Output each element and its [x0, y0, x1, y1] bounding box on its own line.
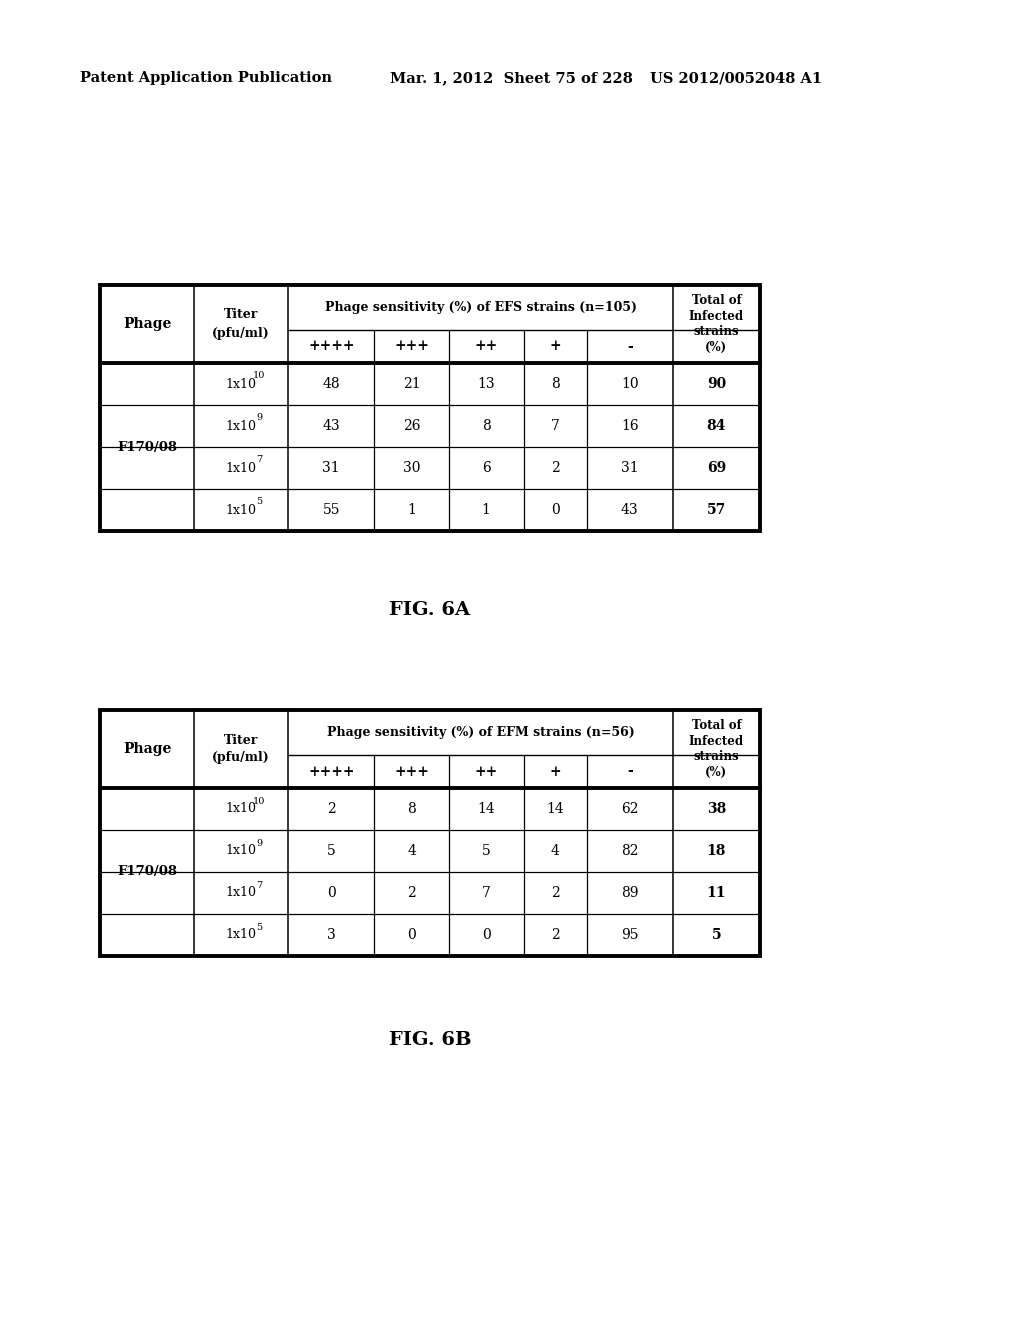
Text: 8: 8: [551, 378, 559, 391]
Text: +++: +++: [394, 764, 429, 779]
Text: 7: 7: [482, 886, 490, 900]
Bar: [100, 285, 760, 531]
Text: 5: 5: [256, 923, 262, 932]
Text: 0: 0: [327, 886, 336, 900]
Text: Titer
(pfu/ml): Titer (pfu/ml): [212, 309, 270, 339]
Text: 6: 6: [482, 461, 490, 475]
Text: 1x10: 1x10: [225, 928, 257, 941]
Text: 1x10: 1x10: [225, 378, 257, 391]
Text: 43: 43: [621, 503, 639, 517]
Text: -: -: [627, 339, 633, 354]
Text: 7: 7: [256, 880, 262, 890]
Text: 30: 30: [402, 461, 421, 475]
Text: 9: 9: [256, 413, 262, 422]
Text: 90: 90: [707, 378, 726, 391]
Text: 57: 57: [707, 503, 726, 517]
Text: 8: 8: [408, 803, 416, 816]
Text: 95: 95: [621, 928, 639, 942]
Text: 14: 14: [477, 803, 496, 816]
Text: +: +: [549, 764, 561, 779]
Text: 69: 69: [707, 461, 726, 475]
Text: 3: 3: [327, 928, 336, 942]
Text: 11: 11: [707, 886, 726, 900]
Text: 5: 5: [327, 843, 336, 858]
Text: 48: 48: [323, 378, 340, 391]
Text: 31: 31: [621, 461, 639, 475]
Text: 14: 14: [546, 803, 564, 816]
Text: Total of
Infected
strains
(%): Total of Infected strains (%): [689, 294, 744, 354]
Text: 89: 89: [621, 886, 639, 900]
Text: US 2012/0052048 A1: US 2012/0052048 A1: [650, 71, 822, 84]
Text: Patent Application Publication: Patent Application Publication: [80, 71, 332, 84]
Text: 10: 10: [253, 796, 265, 805]
Text: 38: 38: [707, 803, 726, 816]
Text: Phage: Phage: [123, 742, 171, 756]
Text: 9: 9: [256, 838, 262, 847]
Text: ++: ++: [474, 764, 498, 779]
Text: 4: 4: [551, 843, 559, 858]
Text: -: -: [627, 764, 633, 779]
Text: 10: 10: [621, 378, 639, 391]
Text: Mar. 1, 2012  Sheet 75 of 228: Mar. 1, 2012 Sheet 75 of 228: [390, 71, 633, 84]
Text: 1x10: 1x10: [225, 420, 257, 433]
Text: Titer
(pfu/ml): Titer (pfu/ml): [212, 734, 270, 764]
Text: +: +: [549, 339, 561, 354]
Text: 0: 0: [482, 928, 490, 942]
Text: ++: ++: [474, 339, 498, 354]
Text: 7: 7: [551, 418, 559, 433]
Text: 84: 84: [707, 418, 726, 433]
Text: ++++: ++++: [308, 339, 354, 354]
Text: 21: 21: [402, 378, 421, 391]
Text: 55: 55: [323, 503, 340, 517]
Text: F170/08: F170/08: [117, 866, 177, 879]
Text: Phage: Phage: [123, 317, 171, 331]
Text: 2: 2: [551, 461, 559, 475]
Text: 1x10: 1x10: [225, 887, 257, 899]
Text: 18: 18: [707, 843, 726, 858]
Text: 31: 31: [323, 461, 340, 475]
Text: FIG. 6B: FIG. 6B: [389, 1031, 471, 1049]
Text: 43: 43: [323, 418, 340, 433]
Text: 2: 2: [327, 803, 336, 816]
Text: 8: 8: [482, 418, 490, 433]
Text: 2: 2: [408, 886, 416, 900]
Text: 26: 26: [402, 418, 421, 433]
Text: 5: 5: [712, 928, 721, 942]
Text: 10: 10: [253, 371, 265, 380]
Text: Phage sensitivity (%) of EFM strains (n=56): Phage sensitivity (%) of EFM strains (n=…: [327, 726, 635, 739]
Text: FIG. 6A: FIG. 6A: [389, 601, 471, 619]
Text: 5: 5: [256, 498, 262, 507]
Text: 13: 13: [477, 378, 495, 391]
Text: F170/08: F170/08: [117, 441, 177, 454]
Text: 1x10: 1x10: [225, 803, 257, 816]
Text: 2: 2: [551, 928, 559, 942]
Text: 16: 16: [621, 418, 639, 433]
Text: Total of
Infected
strains
(%): Total of Infected strains (%): [689, 719, 744, 779]
Text: 4: 4: [408, 843, 416, 858]
Text: 1x10: 1x10: [225, 503, 257, 516]
Text: 62: 62: [621, 803, 639, 816]
Text: 0: 0: [551, 503, 559, 517]
Bar: [100, 710, 760, 956]
Text: 5: 5: [482, 843, 490, 858]
Text: 82: 82: [621, 843, 639, 858]
Text: 2: 2: [551, 886, 559, 900]
Text: 1: 1: [408, 503, 416, 517]
Text: ++++: ++++: [308, 764, 354, 779]
Text: Phage sensitivity (%) of EFS strains (n=105): Phage sensitivity (%) of EFS strains (n=…: [325, 301, 637, 314]
Text: 0: 0: [408, 928, 416, 942]
Text: +++: +++: [394, 339, 429, 354]
Text: 1x10: 1x10: [225, 845, 257, 858]
Text: 7: 7: [256, 455, 262, 465]
Text: 1x10: 1x10: [225, 462, 257, 474]
Text: 1: 1: [482, 503, 490, 517]
